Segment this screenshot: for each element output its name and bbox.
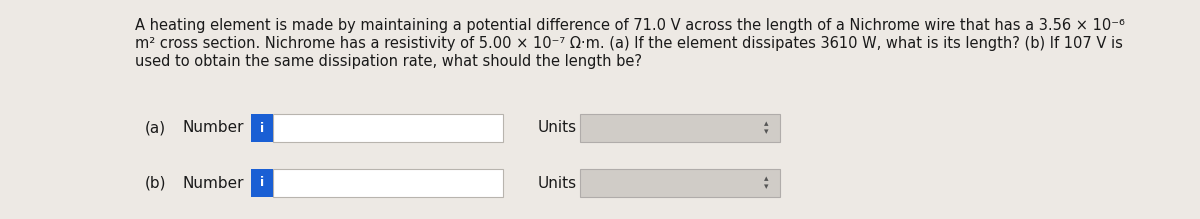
- FancyBboxPatch shape: [274, 114, 503, 142]
- FancyBboxPatch shape: [251, 114, 274, 142]
- Text: i: i: [260, 122, 264, 134]
- FancyBboxPatch shape: [580, 169, 780, 197]
- FancyBboxPatch shape: [251, 169, 274, 197]
- FancyBboxPatch shape: [580, 114, 780, 142]
- Text: A heating element is made by maintaining a potential difference of 71.0 V across: A heating element is made by maintaining…: [134, 18, 1124, 33]
- Text: Units: Units: [538, 120, 577, 136]
- Text: Units: Units: [538, 175, 577, 191]
- Text: m² cross section. Nichrome has a resistivity of 5.00 × 10⁻⁷ Ω·m. (a) If the elem: m² cross section. Nichrome has a resisti…: [134, 36, 1123, 51]
- Text: ▾: ▾: [763, 127, 768, 136]
- Text: ▾: ▾: [763, 182, 768, 191]
- Text: (a): (a): [145, 120, 166, 136]
- Text: (b): (b): [145, 175, 167, 191]
- Text: ▴: ▴: [763, 120, 768, 129]
- Text: used to obtain the same dissipation rate, what should the length be?: used to obtain the same dissipation rate…: [134, 54, 642, 69]
- FancyBboxPatch shape: [274, 169, 503, 197]
- Text: i: i: [260, 177, 264, 189]
- Text: Number: Number: [182, 120, 245, 136]
- Text: Number: Number: [182, 175, 245, 191]
- Text: ▴: ▴: [763, 175, 768, 184]
